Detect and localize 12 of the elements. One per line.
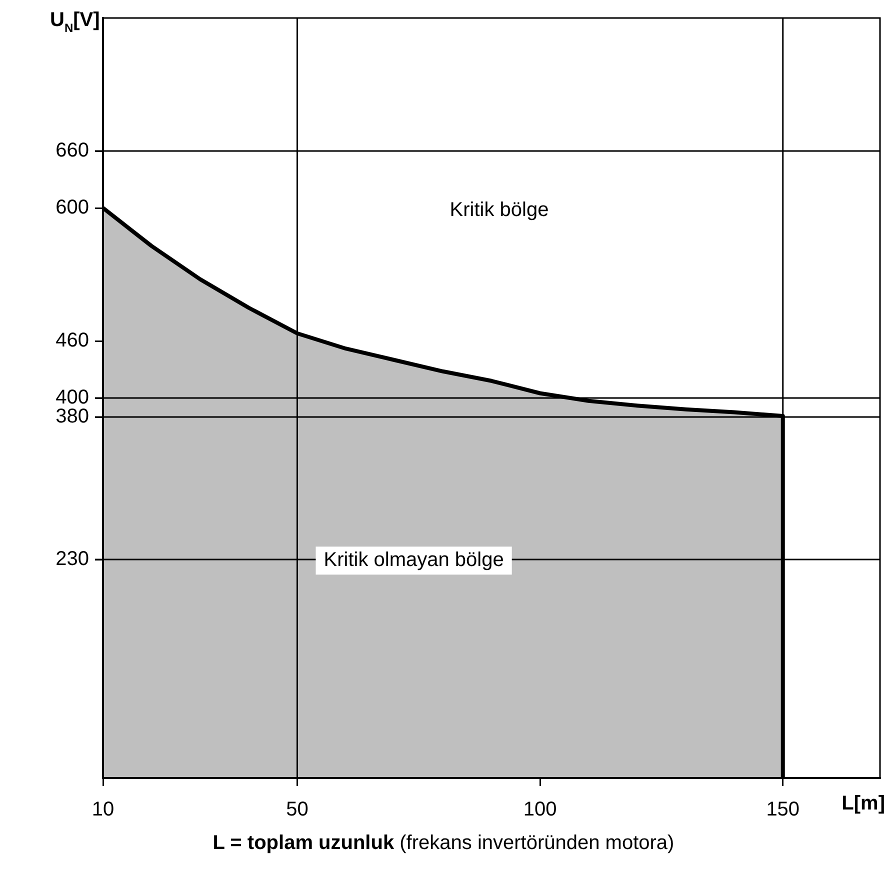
x-tick-label: 10 [92,798,114,821]
y-tick-label: 230 [56,548,89,570]
y-tick-label: 460 [56,330,89,352]
x-axis-title: L[m] [842,792,885,815]
y-tick-label: 600 [56,196,89,219]
annotation: Kritik olmayan bölge [324,549,504,572]
x-tick-label: 150 [766,798,800,821]
x-tick-label: 100 [523,798,557,821]
annotation: Kritik bölge [450,198,549,221]
text: L = toplam uzunluk (frekans invertöründen motora) [212,832,674,854]
y-tick-label: 660 [56,140,89,162]
x-tick-label: 50 [286,798,308,821]
